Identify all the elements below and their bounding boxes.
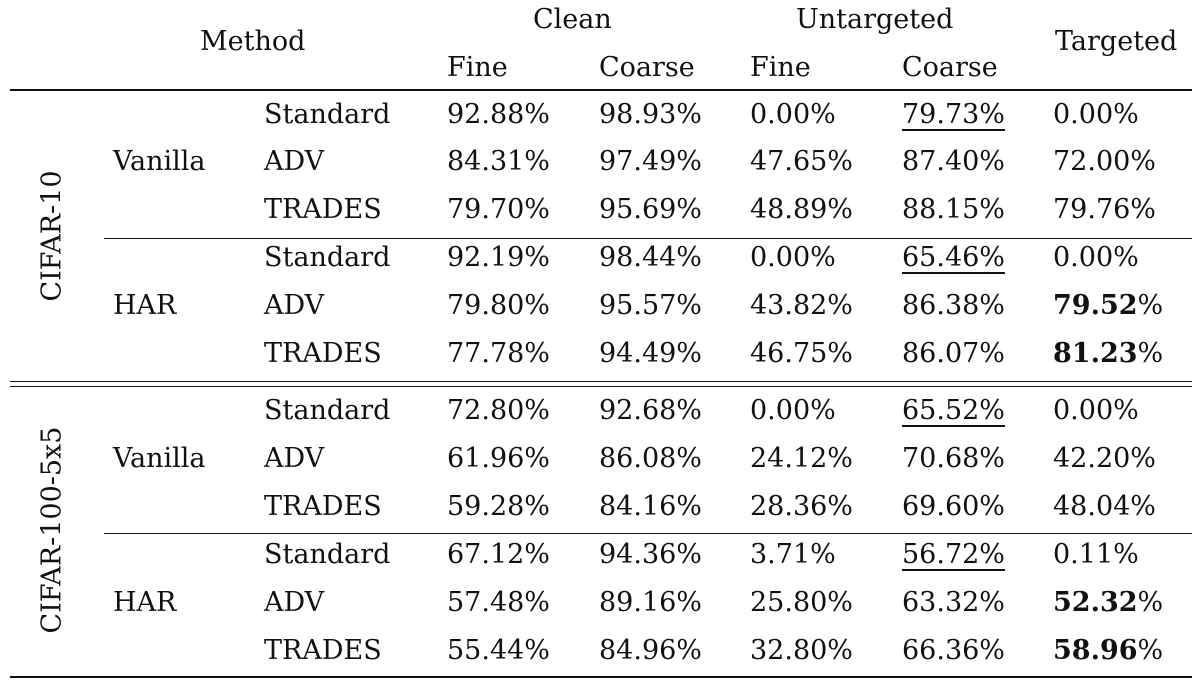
value-cell: 3.71% (750, 539, 836, 570)
model-label: HAR (113, 290, 177, 321)
method-label: Standard (264, 395, 391, 426)
value-cell: 98.44% (599, 242, 702, 273)
value-cell: 25.80% (750, 587, 853, 618)
value-cell: 69.60% (902, 491, 1005, 522)
value-cell: 79.52% (1053, 290, 1164, 321)
dataset-rule-bottom (10, 386, 1192, 387)
dataset-rule-top (10, 381, 1192, 382)
value-cell: 92.88% (447, 99, 550, 130)
value-cell: 0.00% (1053, 395, 1139, 426)
method-label: Standard (264, 99, 391, 130)
value-cell: 86.38% (902, 290, 1005, 321)
value-cell: 92.19% (447, 242, 550, 273)
untargeted-fine-header: Fine (750, 52, 811, 83)
value-cell: 24.12% (750, 443, 853, 474)
method-label: ADV (264, 290, 325, 321)
value-cell: 95.69% (599, 194, 702, 225)
value-cell: 98.93% (599, 99, 702, 130)
value-cell: 92.68% (599, 395, 702, 426)
value-cell: 79.80% (447, 290, 550, 321)
value-cell: 58.96% (1053, 635, 1164, 666)
targeted-header: Targeted (1055, 26, 1178, 57)
value-cell: 84.31% (447, 146, 550, 177)
untargeted-header: Untargeted (796, 4, 954, 35)
value-cell: 84.96% (599, 635, 702, 666)
value-cell: 32.80% (750, 635, 853, 666)
value-cell: 94.36% (599, 539, 702, 570)
dataset-label: CIFAR-100-5x5 (36, 426, 68, 634)
method-label: TRADES (264, 194, 382, 225)
value-cell: 61.96% (447, 443, 550, 474)
method-label: ADV (264, 587, 325, 618)
value-cell: 47.65% (750, 146, 853, 177)
value-cell: 0.00% (750, 395, 836, 426)
value-cell: 89.16% (599, 587, 702, 618)
value-cell: 0.11% (1053, 539, 1139, 570)
value-cell: 52.32% (1053, 587, 1164, 618)
value-cell: 0.00% (1053, 99, 1139, 130)
value-cell: 43.82% (750, 290, 853, 321)
value-cell: 70.68% (902, 443, 1005, 474)
value-cell: 0.00% (750, 242, 836, 273)
value-cell: 87.40% (902, 146, 1005, 177)
value-cell: 95.57% (599, 290, 702, 321)
value-cell: 59.28% (447, 491, 550, 522)
value-cell: 55.44% (447, 635, 550, 666)
value-cell: 79.73% (902, 99, 1005, 130)
method-label: ADV (264, 146, 325, 177)
value-cell: 79.70% (447, 194, 550, 225)
group-rule-cifar100 (104, 533, 1192, 534)
clean-header: Clean (533, 4, 612, 35)
model-label: Vanilla (113, 443, 206, 474)
header-rule (10, 89, 1192, 91)
method-label: ADV (264, 443, 325, 474)
bottom-rule (10, 676, 1192, 678)
model-label: HAR (113, 587, 177, 618)
value-cell: 84.16% (599, 491, 702, 522)
value-cell: 67.12% (447, 539, 550, 570)
value-cell: 81.23% (1053, 338, 1164, 369)
method-label: TRADES (264, 491, 382, 522)
value-cell: 42.20% (1053, 443, 1156, 474)
value-cell: 65.52% (902, 395, 1005, 426)
value-cell: 86.08% (599, 443, 702, 474)
value-cell: 79.76% (1053, 194, 1156, 225)
group-rule-cifar10 (104, 238, 1192, 239)
value-cell: 86.07% (902, 338, 1005, 369)
value-cell: 94.49% (599, 338, 702, 369)
method-label: TRADES (264, 635, 382, 666)
value-cell: 48.89% (750, 194, 853, 225)
value-cell: 63.32% (902, 587, 1005, 618)
value-cell: 0.00% (1053, 242, 1139, 273)
value-cell: 57.48% (447, 587, 550, 618)
value-cell: 65.46% (902, 242, 1005, 273)
dataset-label: CIFAR-10 (36, 170, 68, 302)
value-cell: 56.72% (902, 539, 1005, 570)
value-cell: 48.04% (1053, 491, 1156, 522)
value-cell: 46.75% (750, 338, 853, 369)
value-cell: 77.78% (447, 338, 550, 369)
method-label: Standard (264, 242, 391, 273)
value-cell: 88.15% (902, 194, 1005, 225)
untargeted-coarse-header: Coarse (902, 52, 998, 83)
value-cell: 28.36% (750, 491, 853, 522)
method-label: TRADES (264, 338, 382, 369)
value-cell: 97.49% (599, 146, 702, 177)
value-cell: 72.00% (1053, 146, 1156, 177)
method-header: Method (200, 26, 306, 57)
clean-fine-header: Fine (447, 52, 508, 83)
value-cell: 66.36% (902, 635, 1005, 666)
method-label: Standard (264, 539, 391, 570)
value-cell: 72.80% (447, 395, 550, 426)
clean-coarse-header: Coarse (599, 52, 695, 83)
model-label: Vanilla (113, 146, 206, 177)
value-cell: 0.00% (750, 99, 836, 130)
